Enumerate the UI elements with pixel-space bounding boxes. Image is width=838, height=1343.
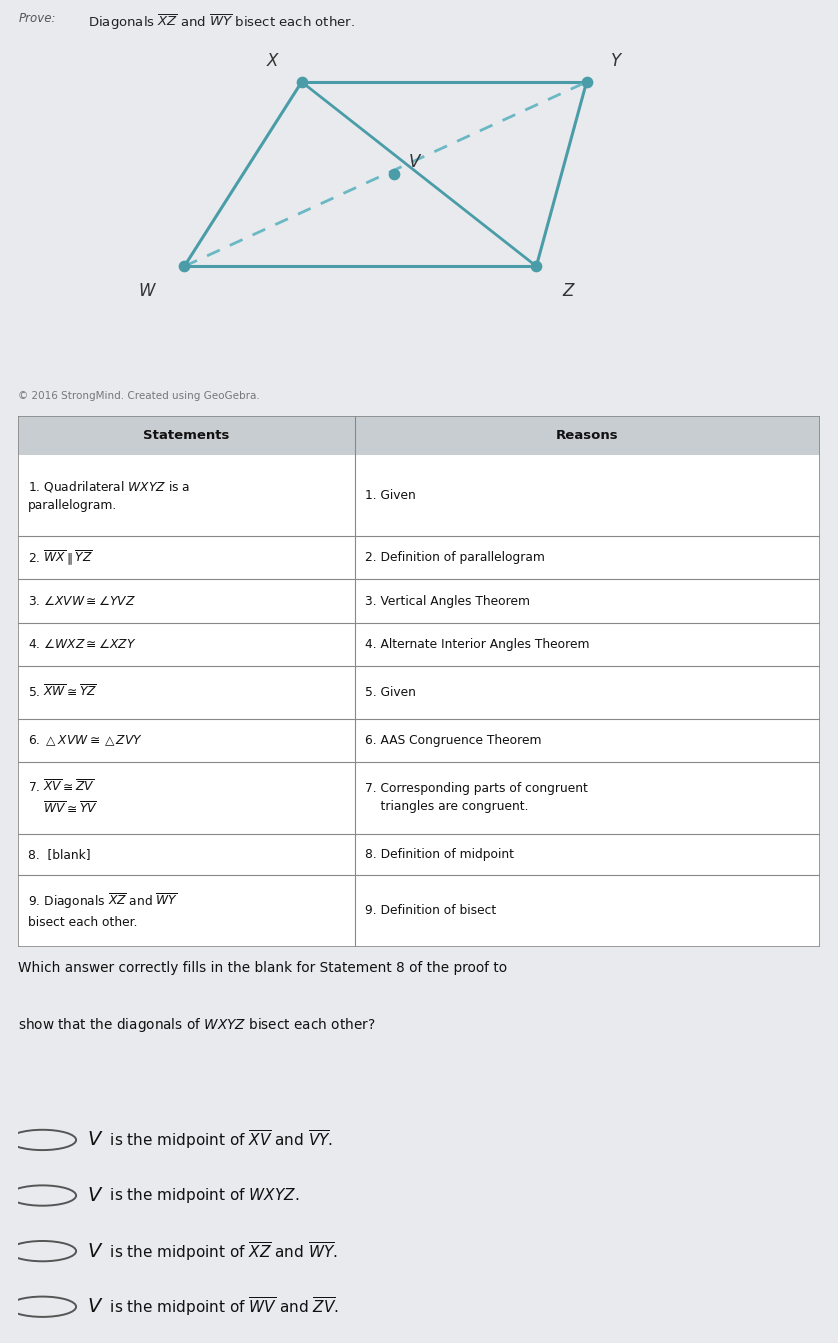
Text: 5. Given: 5. Given [365, 686, 416, 698]
Text: 9. Definition of bisect: 9. Definition of bisect [365, 904, 496, 917]
Point [295, 71, 308, 93]
Text: 2. $\overline{WX} \parallel \overline{YZ}$: 2. $\overline{WX} \parallel \overline{YZ… [28, 548, 93, 567]
Bar [18, 454, 820, 536]
Text: show that the diagonals of $\mathit{WXYZ}$ bisect each other?: show that the diagonals of $\mathit{WXYZ… [18, 1015, 375, 1034]
Text: is the midpoint of $\overline{WV}$ and $\overline{ZV}$.: is the midpoint of $\overline{WV}$ and $… [105, 1296, 339, 1317]
Text: 8.  [blank]: 8. [blank] [28, 847, 91, 861]
Text: $V$: $V$ [86, 1297, 103, 1316]
Point [530, 255, 543, 277]
Text: 4. $\angle WXZ \cong \angle XZY$: 4. $\angle WXZ \cong \angle XZY$ [28, 638, 137, 651]
Text: 2. Definition of parallelogram: 2. Definition of parallelogram [365, 551, 545, 564]
Text: 3. Vertical Angles Theorem: 3. Vertical Angles Theorem [365, 595, 530, 607]
Point [387, 164, 401, 185]
Text: © 2016 StrongMind. Created using GeoGebra.: © 2016 StrongMind. Created using GeoGebr… [18, 391, 260, 402]
Text: Diagonals $\overline{XZ}$ and $\overline{WY}$ bisect each other.: Diagonals $\overline{XZ}$ and $\overline… [88, 12, 354, 31]
Text: $V$: $V$ [86, 1242, 103, 1261]
Bar [18, 834, 820, 874]
Bar [18, 874, 820, 947]
Text: W: W [138, 282, 155, 299]
Text: 1. Quadrilateral $\mathit{WXYZ}$ is a
parallelogram.: 1. Quadrilateral $\mathit{WXYZ}$ is a pa… [28, 479, 190, 512]
Bar [18, 579, 820, 623]
Text: 8. Definition of midpoint: 8. Definition of midpoint [365, 847, 514, 861]
Bar [18, 666, 820, 719]
Text: is the midpoint of $\mathit{WXYZ}$.: is the midpoint of $\mathit{WXYZ}$. [105, 1186, 299, 1205]
Text: Which answer correctly fills in the blank for Statement 8 of the proof to: Which answer correctly fills in the blan… [18, 962, 508, 975]
Bar [18, 536, 820, 579]
Bar [18, 719, 820, 761]
Text: is the midpoint of $\overline{XZ}$ and $\overline{WY}$.: is the midpoint of $\overline{XZ}$ and $… [105, 1240, 338, 1262]
Text: 1. Given: 1. Given [365, 489, 416, 502]
Text: 7. Corresponding parts of congruent
    triangles are congruent.: 7. Corresponding parts of congruent tria… [365, 783, 587, 814]
Point [178, 255, 191, 277]
Text: Prove:: Prove: [18, 12, 56, 26]
Point [580, 71, 593, 93]
Text: Y: Y [611, 52, 621, 70]
Text: $V$: $V$ [86, 1131, 103, 1150]
Text: 6. AAS Congruence Theorem: 6. AAS Congruence Theorem [365, 733, 541, 747]
Text: X: X [266, 52, 278, 70]
Text: 3. $\angle XVW \cong \angle YVZ$: 3. $\angle XVW \cong \angle YVZ$ [28, 595, 136, 607]
Text: 7. $\overline{XV} \cong \overline{ZV}$
    $\overline{WV} \cong \overline{YV}$: 7. $\overline{XV} \cong \overline{ZV}$ $… [28, 779, 98, 817]
Text: $V$: $V$ [86, 1186, 103, 1205]
Bar [18, 623, 820, 666]
Bar [18, 761, 820, 834]
Text: Z: Z [562, 282, 574, 299]
Text: 9. Diagonals $\overline{XZ}$ and $\overline{WY}$
bisect each other.: 9. Diagonals $\overline{XZ}$ and $\overl… [28, 892, 178, 929]
Text: 6. $\triangle XVW \cong \triangle ZVY$: 6. $\triangle XVW \cong \triangle ZVY$ [28, 733, 143, 748]
Text: Reasons: Reasons [556, 428, 618, 442]
Text: is the midpoint of $\overline{XV}$ and $\overline{VY}$.: is the midpoint of $\overline{XV}$ and $… [105, 1128, 333, 1151]
Text: Statements: Statements [143, 428, 230, 442]
Text: 4. Alternate Interior Angles Theorem: 4. Alternate Interior Angles Theorem [365, 638, 589, 651]
Bar [18, 416, 820, 454]
Text: V: V [409, 153, 421, 171]
Text: 5. $\overline{XW} \cong \overline{YZ}$: 5. $\overline{XW} \cong \overline{YZ}$ [28, 684, 97, 700]
